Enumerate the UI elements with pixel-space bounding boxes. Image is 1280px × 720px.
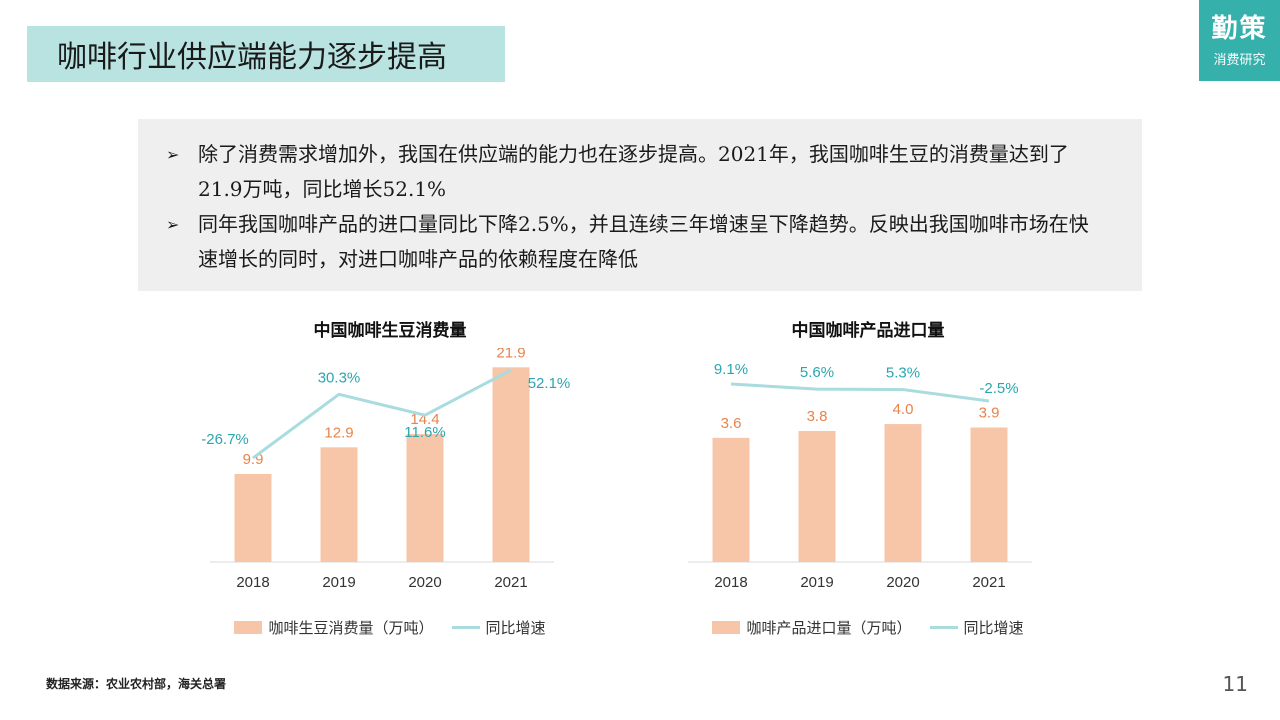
bar (234, 474, 272, 562)
legend-bar-swatch (712, 621, 741, 634)
bar (492, 367, 530, 562)
bar (798, 430, 836, 562)
chart-title: 中国咖啡生豆消费量 (313, 321, 467, 341)
legend-bar-label: 咖啡产品进口量（万吨） (746, 619, 912, 637)
brand-logo: 勤策 消费研究 (1199, 0, 1280, 81)
growth-rate-label: 30.3% (318, 369, 361, 386)
brand-sub-text: 消费研究 (1213, 53, 1266, 68)
bullet-arrow-icon: ➢ (166, 215, 180, 234)
legend-line-swatch (929, 626, 958, 629)
bar (970, 427, 1008, 562)
chart-legend: 咖啡生豆消费量（万吨） 同比增速 (190, 617, 590, 638)
growth-rate-line (252, 368, 512, 460)
growth-rate-label: -26.7% (201, 431, 249, 448)
chart-legend: 咖啡产品进口量（万吨） 同比增速 (668, 617, 1068, 638)
growth-rate-label: 5.6% (800, 364, 834, 381)
x-tick-label: 2021 (972, 574, 1005, 591)
bar-value-label: 4.0 (893, 401, 914, 418)
chart-plot-bean-consumption: 9.9201812.9201914.4202021.92021-26.7%30.… (201, 348, 571, 591)
x-tick-label: 2019 (800, 574, 833, 591)
legend-line-label: 同比增速 (485, 619, 546, 637)
growth-rate-label: 11.6% (404, 424, 445, 441)
legend-line-swatch (451, 626, 480, 629)
bar-value-label: 12.9 (324, 424, 353, 441)
growth-rate-line (730, 382, 990, 403)
bar (406, 434, 444, 562)
summary-box: ➢ 除了消费需求增加外，我国在供应端的能力也在逐步提高。2021年，我国咖啡生豆… (138, 119, 1142, 291)
growth-rate-label: -2.5% (979, 380, 1018, 397)
bar-value-label: 3.8 (807, 408, 828, 425)
bar (884, 424, 922, 562)
bar-value-label: 3.6 (721, 415, 742, 432)
chart-plot-product-import: 3.6 2018 3.8 2019 4.0 2020 3.9 2021 9.1% 5.6% 5.3%… (688, 361, 1032, 591)
growth-rate-label: 5.3% (886, 365, 920, 382)
x-tick-label: 2021 (494, 574, 527, 591)
brand-main-text: 勤策 (1211, 14, 1268, 44)
chart-product-import: 中国咖啡产品进口量 3.6 2018 3.8 2019 4.0 2020 3.9 2021 9.… (668, 308, 1068, 648)
x-tick-label: 2020 (408, 574, 441, 591)
bullet-text: 同年我国咖啡产品的进口量同比下降2.5%，并且连续三年增速呈下降趋势。反映出我国… (198, 212, 1089, 271)
bullet-text: 除了消费需求增加外，我国在供应端的能力也在逐步提高。2021年，我国咖啡生豆的消… (198, 142, 1069, 201)
x-tick-label: 2018 (236, 574, 269, 591)
bar (712, 437, 750, 562)
bar-value-label: 14.4 (410, 411, 439, 428)
x-tick-label: 2018 (714, 574, 747, 591)
x-tick-label: 2019 (322, 574, 355, 591)
legend-bar-label: 咖啡生豆消费量（万吨） (268, 619, 434, 637)
growth-rate-label: 9.1% (714, 361, 748, 378)
growth-rate-label: 52.1% (528, 375, 571, 392)
bullet-arrow-icon: ➢ (166, 145, 180, 164)
legend-line-label: 同比增速 (963, 619, 1024, 637)
bar-value-label: 3.9 (979, 405, 1000, 422)
page-number: 11 (1222, 672, 1248, 696)
chart-title: 中国咖啡产品进口量 (791, 321, 945, 341)
chart-bean-consumption: 中国咖啡生豆消费量 9.9 2018 12.9 2019 14.4 2020 21.9 202… (190, 308, 590, 648)
summary-bullet-1: ➢ 除了消费需求增加外，我国在供应端的能力也在逐步提高。2021年，我国咖啡生豆… (166, 137, 1106, 207)
page-title: 咖啡行业供应端能力逐步提高 (57, 40, 447, 75)
legend-bar-swatch (234, 621, 263, 634)
bar (320, 447, 358, 562)
bar-value-label: 21.9 (496, 348, 525, 361)
summary-bullet-2: ➢ 同年我国咖啡产品的进口量同比下降2.5%，并且连续三年增速呈下降趋势。反映出… (166, 207, 1106, 277)
data-source-note: 数据来源：农业农村部，海关总署 (46, 677, 227, 691)
page-title-banner: 咖啡行业供应端能力逐步提高 (27, 26, 505, 82)
x-tick-label: 2020 (886, 574, 919, 591)
